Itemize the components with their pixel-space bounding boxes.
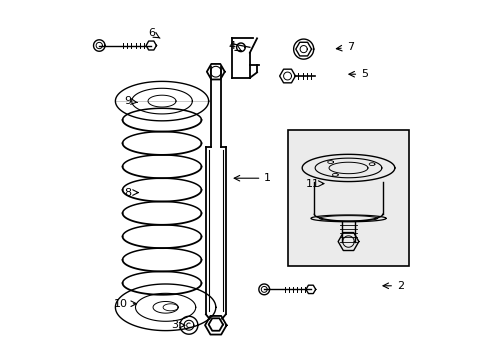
Text: 8: 8 <box>124 188 138 198</box>
Text: 7: 7 <box>336 42 353 52</box>
Text: 2: 2 <box>382 281 403 291</box>
Bar <box>287 130 408 266</box>
Text: 10: 10 <box>114 299 136 309</box>
Text: 3: 3 <box>171 320 184 330</box>
Text: 9: 9 <box>124 96 137 106</box>
Text: 5: 5 <box>348 69 367 79</box>
Text: 1: 1 <box>234 173 271 183</box>
Text: 6: 6 <box>147 28 160 38</box>
Text: 4: 4 <box>228 41 241 51</box>
Text: 11: 11 <box>305 179 323 189</box>
